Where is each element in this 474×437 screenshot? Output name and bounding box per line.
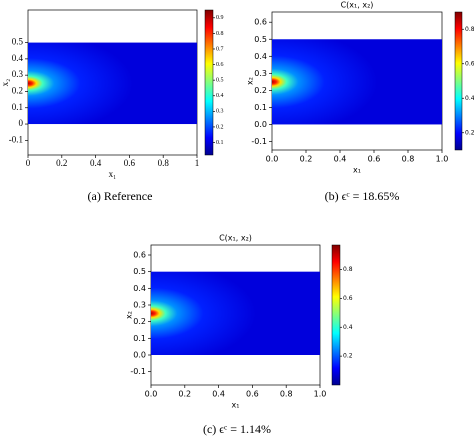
colorbar-tick-label: 0.8 (343, 266, 353, 273)
x-tick-label: 0.4 (334, 155, 347, 164)
y-tick-label: 0.3 (254, 69, 267, 78)
colorbar-tick-label: 0.2 (216, 124, 224, 130)
y-tick-label: 0.0 (254, 120, 267, 129)
colorbar-tick-label: 0.8 (216, 31, 224, 37)
y-tick-label: 0.6 (133, 251, 146, 260)
x-tick-label: 0.8 (158, 158, 170, 168)
caption: (c) ϵᶜ = 1.14% (203, 422, 271, 436)
x-tick-label: 0.2 (300, 155, 313, 164)
panel: 0.0 0.2 0.4 0.6 0.8 1.0 -0.1 0.0 0.1 0.2 0.3 0.4 0.5… (246, 1, 474, 175)
y-tick-label: 0.4 (12, 53, 24, 63)
colorbar-tick-label: 0.3 (216, 109, 224, 115)
x-tick-label: 0.8 (280, 390, 293, 399)
panel: 0.0 0.2 0.4 0.6 0.8 1.0 -0.1 0.0 0.1 0.2 0.3 0.4 0.5… (125, 234, 353, 410)
colorbar-tick-label: 0.7 (216, 46, 224, 52)
y-axis-label: x₂ (246, 77, 255, 85)
x-tick-label: 0.0 (145, 390, 158, 399)
field (28, 42, 197, 125)
colorbar (331, 244, 341, 386)
colorbar-tick-label: 0.4 (216, 93, 224, 99)
x-tick-label: 0.6 (124, 158, 136, 168)
x-tick-label: 1 (195, 158, 200, 168)
colorbar-tick-label: 0.6 (216, 62, 224, 68)
colorbar-tick-label: 0.2 (343, 353, 353, 360)
x-tick-label: 1.0 (436, 155, 449, 164)
colorbar-tick-label: 0.8 (465, 26, 474, 33)
colorbar-tick-label: 0.4 (343, 324, 353, 331)
y-tick-label: 0.1 (254, 103, 267, 112)
x-tick-label: 0.4 (212, 390, 225, 399)
x-tick-label: 0.8 (402, 155, 415, 164)
colorbar-tick-label: 0.5 (216, 78, 224, 84)
panel-title: C(x₁, x₂) (219, 234, 252, 243)
colorbar (204, 9, 214, 156)
y-tick-label: 0.2 (12, 86, 23, 96)
y-tick-label: 0.3 (12, 69, 24, 79)
y-tick-label: 0.5 (254, 35, 267, 44)
panel: 0 0.2 0.4 0.6 0.8 1-0.100.10.20.30.40.5x₁x₂0.… (0, 9, 224, 179)
x-axis-label: x₁ (109, 169, 117, 179)
y-tick-label: 0.2 (254, 86, 267, 95)
x-tick-label: 0.0 (266, 155, 279, 164)
y-tick-label: 0.1 (133, 334, 146, 343)
x-tick-label: 0 (26, 158, 31, 168)
x-tick-label: 0.6 (246, 390, 259, 399)
x-axis-label: x₁ (353, 166, 361, 175)
y-tick-label: 0.2 (133, 317, 146, 326)
colorbar-tick-label: 0.6 (465, 60, 474, 67)
x-tick-label: 1.0 (314, 390, 327, 399)
colorbar-tick-label: 0.4 (465, 95, 474, 102)
y-axis-label: x₂ (125, 311, 134, 319)
y-tick-label: 0.3 (133, 301, 146, 310)
colorbar-tick-label: 0.6 (343, 295, 353, 302)
caption: (b) ϵᶜ = 18.65% (325, 189, 400, 203)
colorbar-tick-label: 0.1 (216, 140, 224, 146)
colorbar-tick-label: 0.2 (465, 129, 474, 136)
y-tick-label: 0.1 (12, 102, 23, 112)
x-tick-label: 0.2 (56, 158, 67, 168)
y-tick-label: 0 (19, 118, 24, 128)
y-tick-label: 0.4 (254, 52, 267, 61)
y-tick-label: 0.5 (12, 37, 24, 47)
y-axis-label: x₂ (0, 79, 10, 87)
x-axis-label: x₁ (232, 401, 240, 410)
colorbar-tick-label: 0.9 (216, 15, 224, 21)
x-tick-label: 0.2 (178, 390, 191, 399)
y-tick-label: -0.1 (9, 134, 23, 144)
colorbar (454, 11, 463, 151)
field (272, 39, 442, 125)
panel-title: C(x₁, x₂) (341, 1, 374, 10)
y-tick-label: 0.6 (254, 18, 267, 27)
y-tick-label: 0.4 (133, 284, 146, 293)
y-tick-label: 0.5 (133, 267, 146, 276)
field (151, 271, 320, 355)
y-tick-label: -0.1 (130, 367, 146, 376)
y-tick-label: -0.1 (251, 137, 267, 146)
x-tick-label: 0.6 (368, 155, 381, 164)
y-tick-label: 0.0 (133, 351, 146, 360)
caption: (a) Reference (88, 189, 153, 203)
x-tick-label: 0.4 (90, 158, 102, 168)
